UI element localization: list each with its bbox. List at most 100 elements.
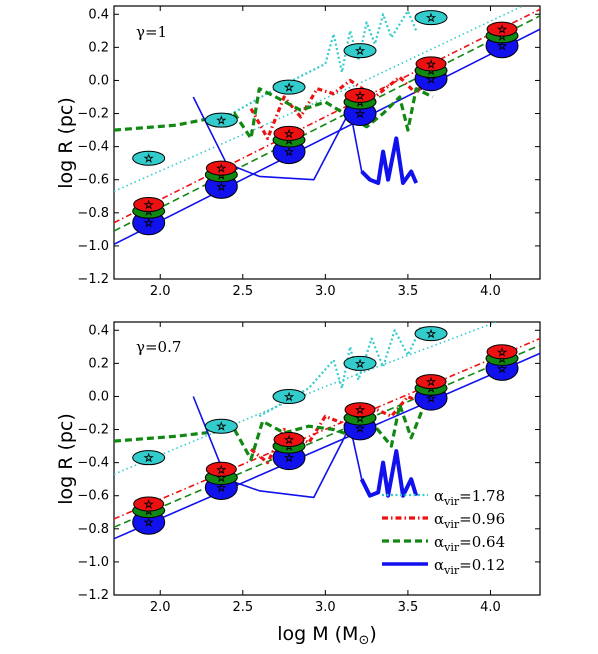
marker-cyan (204, 112, 238, 128)
panel-bottom-frame (113, 321, 541, 596)
y-tick-label: −0.2 (77, 107, 109, 122)
marker-red (205, 160, 237, 176)
panel-bottom: ☆☆☆☆☆☆☆☆☆☆☆☆☆☆☆☆☆☆☆☆☆☆☆ 2.02.53.03.54.00… (77, 321, 541, 615)
marker-cyan (132, 150, 166, 166)
legend-label: αvir=0.64 (434, 533, 505, 554)
marker-red (415, 374, 447, 390)
marker-red (486, 344, 518, 360)
star-icon: ☆ (355, 89, 365, 102)
y-tick-label: −1.2 (77, 588, 109, 603)
star-icon: ☆ (144, 498, 154, 511)
fit-line-blue (114, 352, 540, 540)
marker-red (133, 197, 165, 213)
fit-line-green (114, 344, 540, 528)
star-icon: ☆ (284, 127, 294, 140)
panel-top: ☆☆☆☆☆☆☆☆☆☆☆☆☆☆☆☆☆☆☆☆☆☆☆ 2.02.53.03.54.00… (77, 5, 541, 299)
star-icon: ☆ (284, 452, 294, 465)
y-tick-label: −1.0 (77, 239, 109, 254)
fit-line-red (114, 337, 540, 520)
y-tick-label: −1.2 (77, 272, 109, 287)
marker-cyan (414, 10, 448, 26)
y-tick-label: 0.0 (88, 389, 109, 404)
fit-line-cyan (114, 6, 525, 193)
marker-red (273, 431, 305, 447)
legend-label: αvir=0.96 (434, 510, 505, 531)
fit-line-red (114, 8, 540, 224)
marker-cyan (272, 79, 306, 95)
panel-top-annotation: γ=1 (136, 23, 167, 41)
legend-label: αvir=0.12 (434, 556, 505, 577)
model-curve-cyan (225, 9, 418, 118)
model-curve-red (249, 66, 435, 140)
star-icon: ☆ (284, 390, 294, 403)
star-icon: ☆ (144, 199, 154, 212)
y-tick-label: −0.6 (77, 173, 109, 188)
marker-red (344, 402, 376, 418)
y-tick-label: −0.2 (77, 423, 109, 438)
star-icon: ☆ (426, 58, 436, 71)
star-icon: ☆ (355, 412, 365, 425)
marker-cyan (132, 450, 166, 466)
star-icon: ☆ (355, 45, 365, 58)
y-tick-label: 0.0 (88, 73, 109, 88)
star-icon: ☆ (144, 452, 154, 465)
fit-line-green (114, 15, 540, 232)
star-icon: ☆ (355, 422, 365, 435)
y-tick-label: −1.0 (77, 555, 109, 570)
marker-cyan (343, 43, 377, 59)
x-tick-label: 2.5 (232, 600, 253, 615)
star-icon: ☆ (284, 433, 294, 446)
fit-line-cyan (114, 322, 499, 475)
star-icon: ☆ (426, 73, 436, 86)
legend-label: αvir=1.78 (434, 487, 505, 508)
star-icon: ☆ (426, 376, 436, 389)
y-tick-label: −0.4 (77, 456, 109, 471)
x-tick-label: 2.0 (150, 600, 171, 615)
model-curve-green (114, 87, 434, 140)
star-icon: ☆ (355, 108, 365, 121)
star-icon: ☆ (426, 12, 436, 25)
y-axis-label-bottom: log R (pc) (55, 413, 77, 505)
fit-line-blue (114, 28, 540, 246)
star-icon: ☆ (284, 146, 294, 159)
model-curve-blue-thick (360, 136, 419, 185)
marker-red (133, 496, 165, 512)
marker-cyan (414, 326, 448, 342)
x-tick-label: 3.5 (398, 284, 419, 299)
star-icon: ☆ (216, 472, 226, 485)
star-icon: ☆ (426, 328, 436, 341)
x-axis-label: log M (M⊙) (277, 623, 377, 648)
y-tick-label: 0.4 (88, 323, 109, 338)
star-icon: ☆ (497, 362, 507, 375)
star-icon: ☆ (355, 357, 365, 370)
x-tick-label: 3.5 (398, 600, 419, 615)
marker-red (415, 56, 447, 72)
star-icon: ☆ (216, 481, 226, 494)
x-tick-label: 2.5 (232, 284, 253, 299)
x-tick-label: 4.0 (480, 600, 501, 615)
star-icon: ☆ (355, 404, 365, 417)
star-icon: ☆ (497, 346, 507, 359)
marker-cyan (272, 388, 306, 404)
star-icon: ☆ (144, 217, 154, 230)
star-icon: ☆ (284, 81, 294, 94)
model-curve-green (114, 403, 426, 461)
y-tick-label: 0.2 (88, 40, 109, 55)
y-tick-label: 0.2 (88, 356, 109, 371)
star-icon: ☆ (216, 420, 226, 433)
marker-red (205, 461, 237, 477)
marker-cyan (343, 355, 377, 371)
y-tick-label: −0.6 (77, 489, 109, 504)
y-tick-label: −0.4 (77, 140, 109, 155)
model-curve-cyan (258, 326, 423, 418)
star-icon: ☆ (216, 162, 226, 175)
y-tick-label: −0.8 (77, 522, 109, 537)
panel-bottom-annotation: γ=0.7 (136, 338, 181, 356)
x-tick-label: 3.0 (315, 600, 336, 615)
star-icon: ☆ (144, 152, 154, 165)
star-icon: ☆ (497, 23, 507, 36)
star-icon: ☆ (216, 463, 226, 476)
star-icon: ☆ (216, 180, 226, 193)
